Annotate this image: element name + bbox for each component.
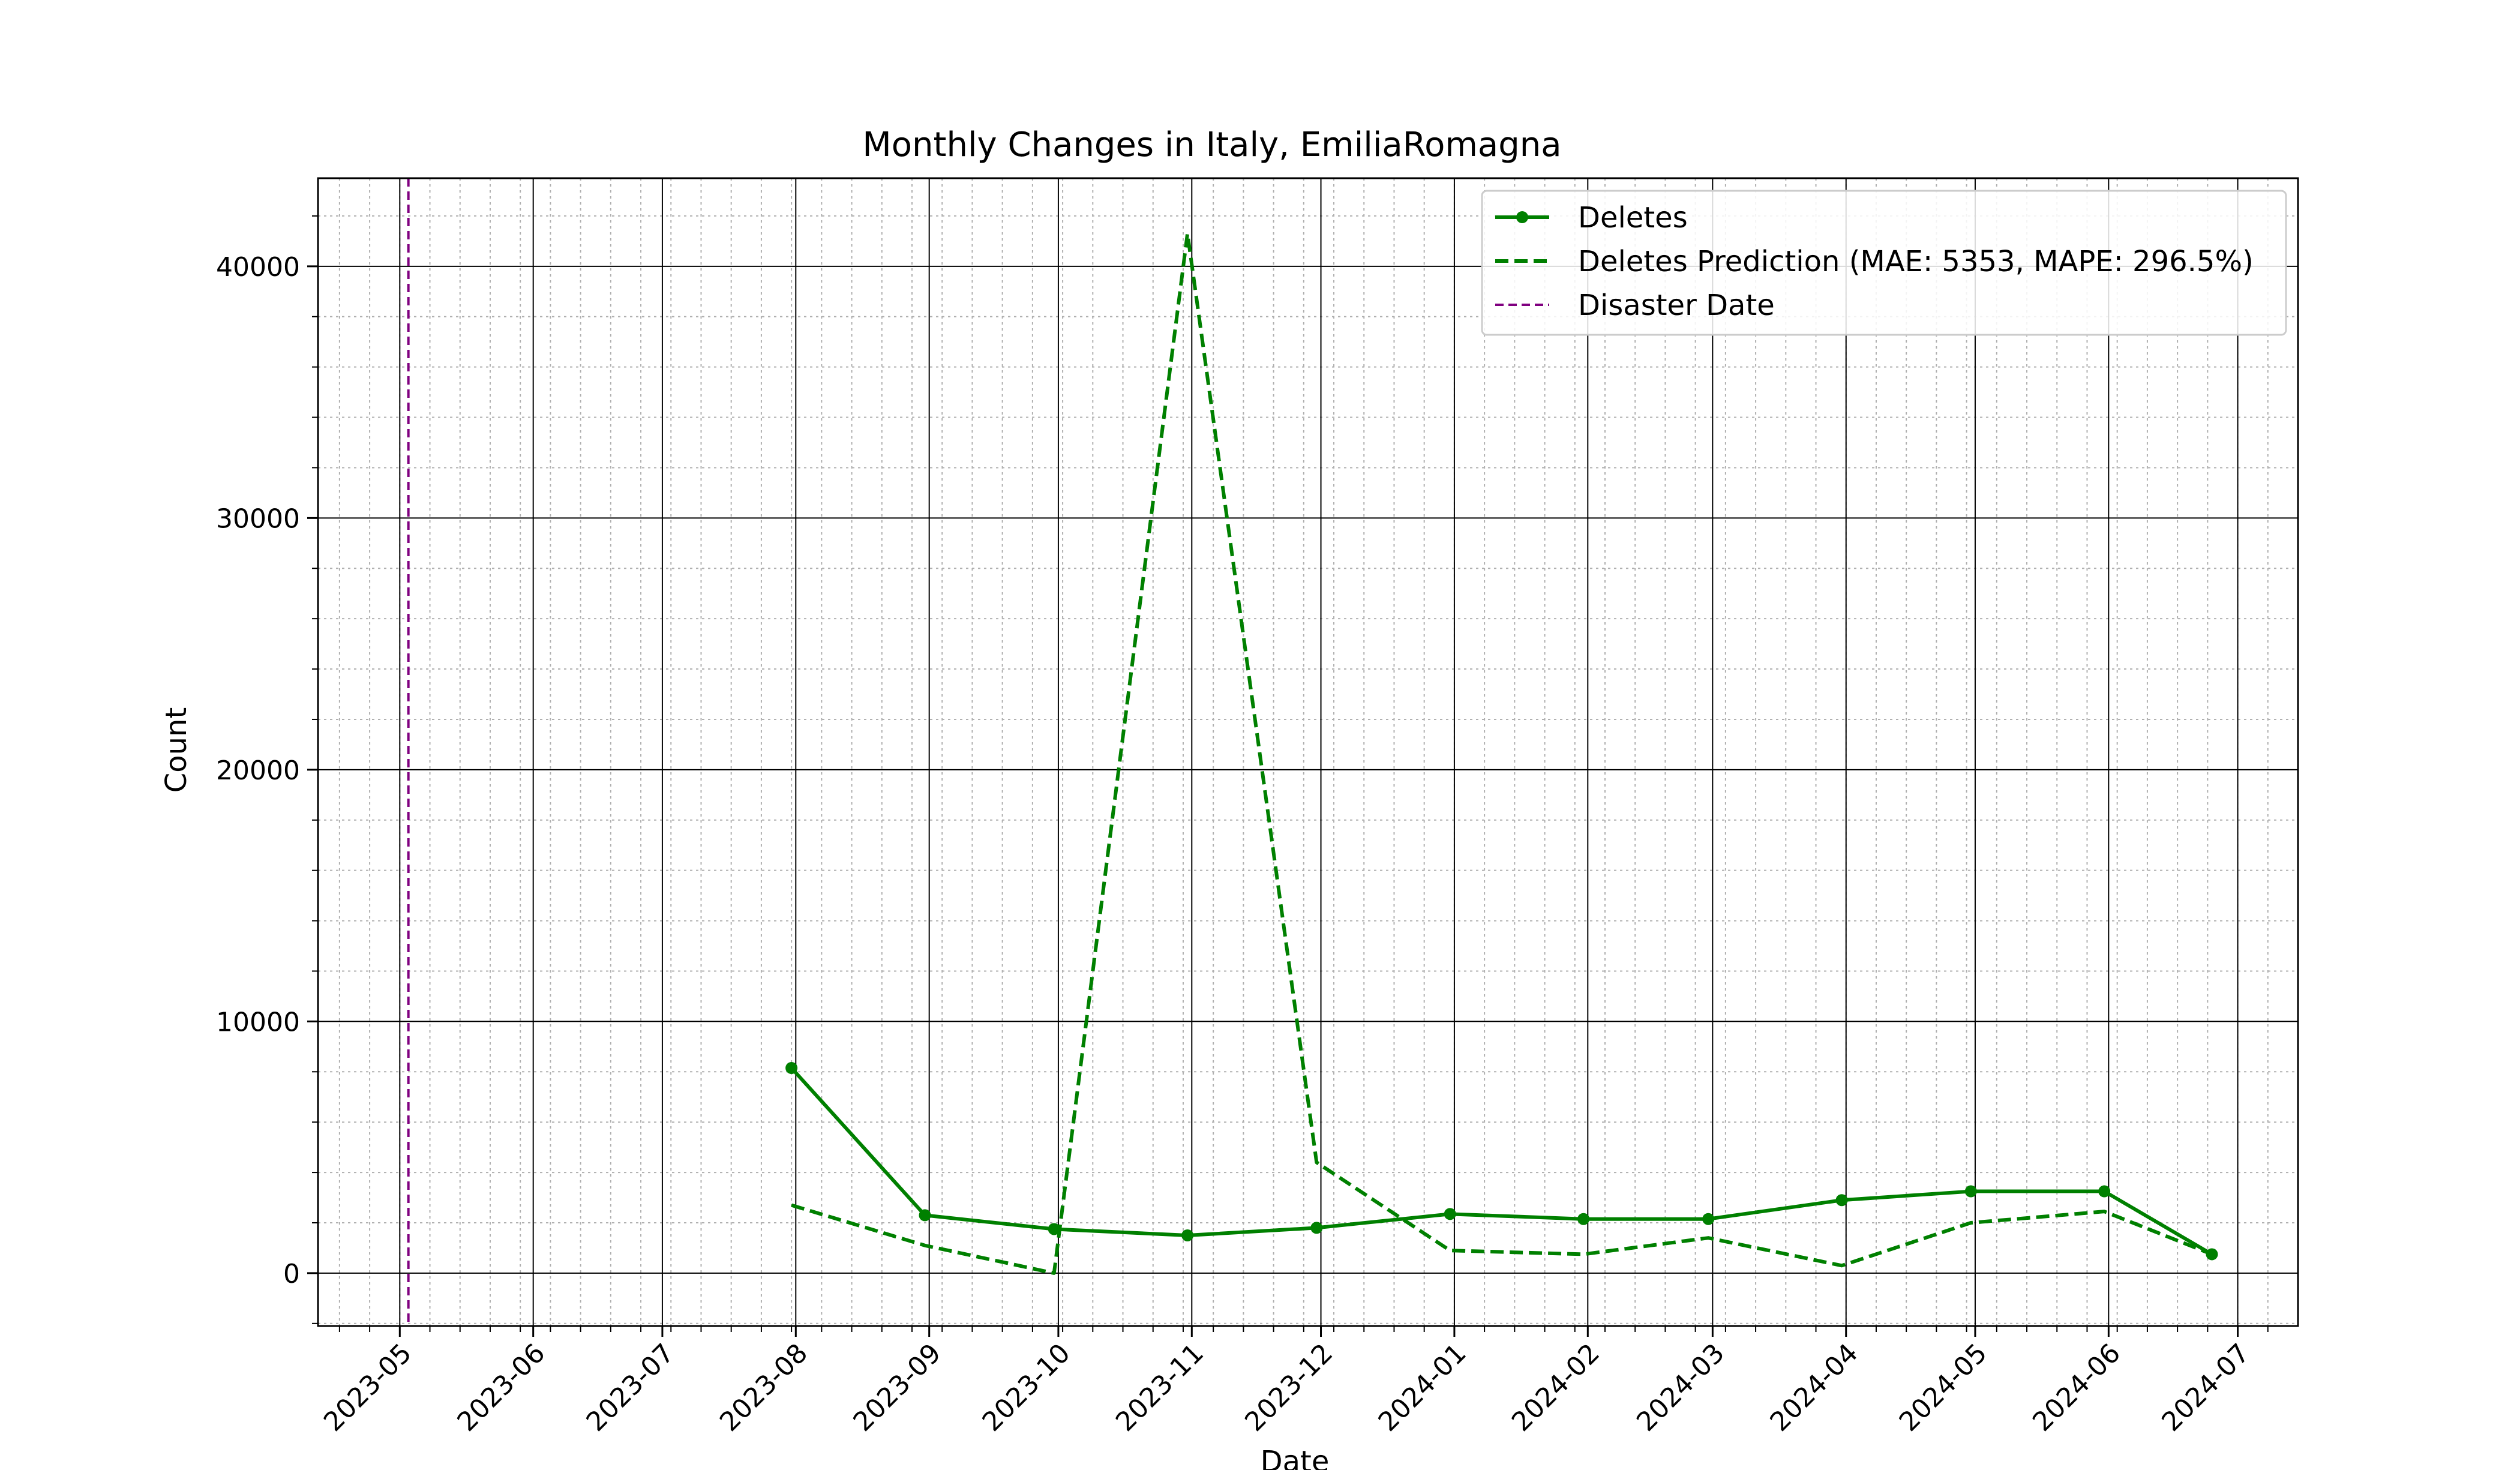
deletes-data-point (1181, 1229, 1194, 1241)
y-tick-label: 30000 (216, 503, 300, 534)
y-tick-label: 20000 (216, 755, 300, 786)
deletes-data-point (2098, 1185, 2111, 1198)
y-axis-label: Count (160, 707, 193, 793)
y-tick-label: 10000 (216, 1007, 300, 1037)
axis-ticks (307, 215, 2269, 1337)
legend-entry-deletes-label: Deletes (1578, 201, 1688, 235)
y-tick-label: 0 (283, 1259, 300, 1289)
plot-frame (317, 177, 2299, 1327)
deletes-data-point (1444, 1208, 1456, 1220)
deletes-data-point (1964, 1185, 1977, 1198)
legend-entry-deletes-marker (1516, 211, 1528, 223)
deletes-series-line (790, 1066, 2213, 1256)
minor-grid (318, 178, 2298, 1326)
deletes-data-point (1702, 1213, 1715, 1225)
legend-entry-disaster-date-label: Disaster Date (1578, 289, 1775, 322)
deletes-data-point (919, 1209, 931, 1222)
legend-box (1481, 190, 2287, 336)
deletes-data-point (1310, 1222, 1323, 1234)
y-tick-label: 40000 (216, 252, 300, 283)
deletes-prediction-series-line (791, 232, 2213, 1275)
legend-entry-deletes-prediction-label: Deletes Prediction (MAE: 5353, MAPE: 296… (1578, 245, 2254, 278)
deletes-data-point (1048, 1223, 1060, 1235)
deletes-data-point (1577, 1213, 1590, 1225)
x-axis-label: Date (1261, 1445, 1330, 1470)
legend: Deletes Deletes Prediction (MAE: 5353, MA… (1481, 190, 2287, 336)
chart-title: Monthly Changes in Italy, EmiliaRomagna (862, 125, 1561, 164)
deletes-data-point (785, 1061, 798, 1074)
deletes-data-point (1835, 1194, 1848, 1207)
plot-series (785, 232, 2218, 1275)
